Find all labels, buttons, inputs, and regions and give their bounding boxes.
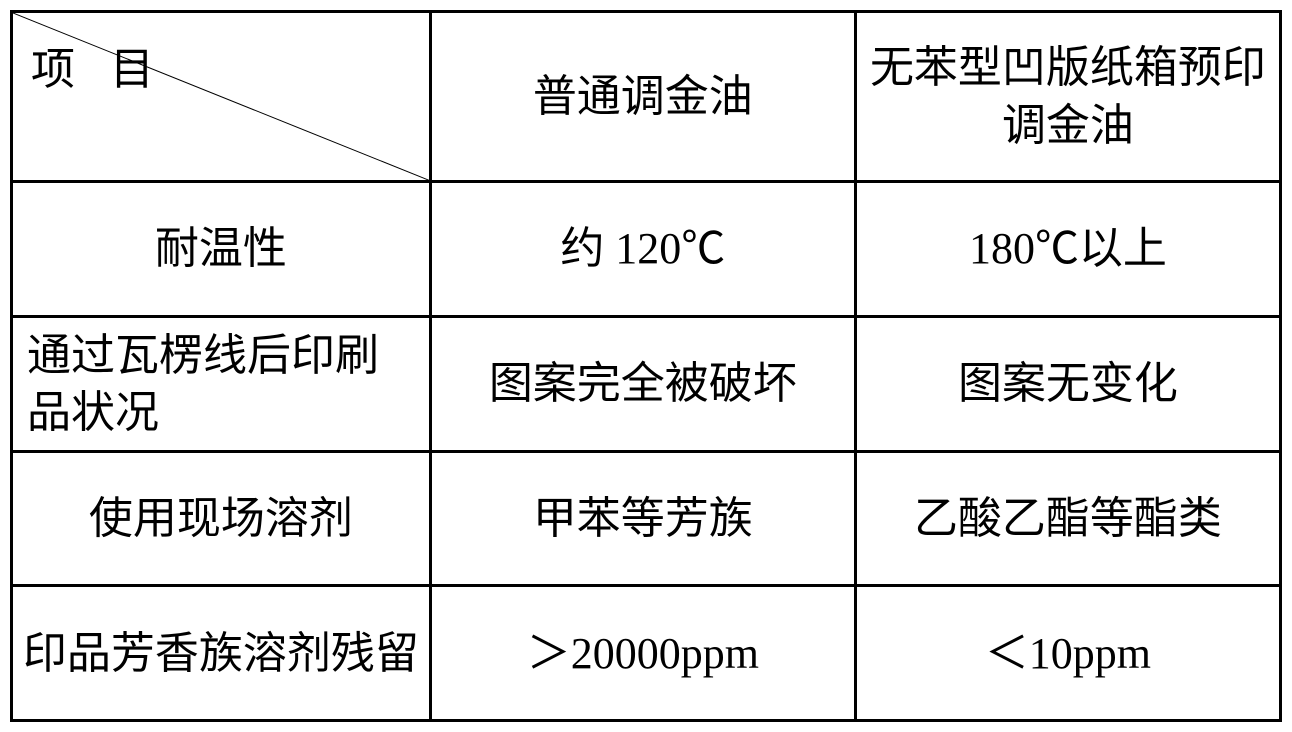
- row-benzene-free-value: 图案无变化: [855, 316, 1280, 451]
- row-ordinary-value: ＞20000ppm: [430, 586, 855, 721]
- row-ordinary-value: 约 120℃: [430, 182, 855, 317]
- row-benzene-free-value: 乙酸乙酯等酯类: [855, 451, 1280, 586]
- row-item-label: 使用现场溶剂: [12, 451, 431, 586]
- table-header-row: 项 目 普通调金油 无苯型凹版纸箱预印调金油: [12, 12, 1281, 182]
- row-ordinary-value: 甲苯等芳族: [430, 451, 855, 586]
- header-col-ordinary: 普通调金油: [430, 12, 855, 182]
- row-benzene-free-value: 180℃以上: [855, 182, 1280, 317]
- table-row: 通过瓦楞线后印刷品状况 图案完全被破坏 图案无变化: [12, 316, 1281, 451]
- row-item-label: 耐温性: [12, 182, 431, 317]
- header-corner-label: 项 目: [31, 41, 166, 98]
- table-row: 耐温性 约 120℃ 180℃以上: [12, 182, 1281, 317]
- comparison-table-container: 项 目 普通调金油 无苯型凹版纸箱预印调金油 耐温性 约 120℃ 180℃以上…: [10, 10, 1282, 722]
- comparison-table: 项 目 普通调金油 无苯型凹版纸箱预印调金油 耐温性 约 120℃ 180℃以上…: [10, 10, 1282, 722]
- table-row: 印品芳香族溶剂残留 ＞20000ppm ＜10ppm: [12, 586, 1281, 721]
- row-item-label: 印品芳香族溶剂残留: [12, 586, 431, 721]
- header-col-benzene-free: 无苯型凹版纸箱预印调金油: [855, 12, 1280, 182]
- row-item-label: 通过瓦楞线后印刷品状况: [12, 316, 431, 451]
- row-benzene-free-value: ＜10ppm: [855, 586, 1280, 721]
- row-ordinary-value: 图案完全被破坏: [430, 316, 855, 451]
- table-row: 使用现场溶剂 甲苯等芳族 乙酸乙酯等酯类: [12, 451, 1281, 586]
- header-corner-cell: 项 目: [12, 12, 431, 182]
